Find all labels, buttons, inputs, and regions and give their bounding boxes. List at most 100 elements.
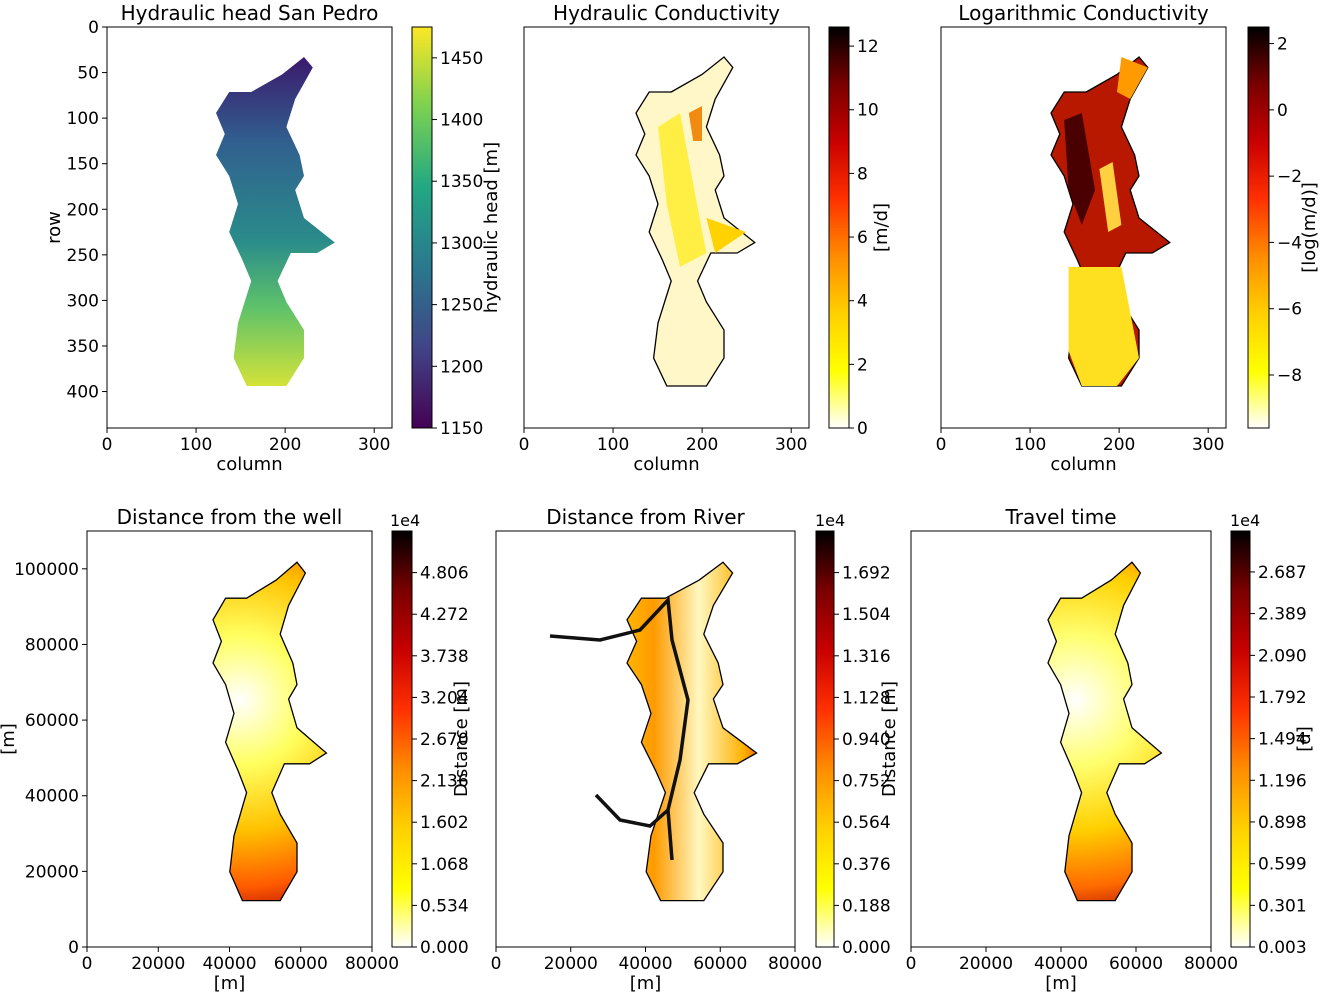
y-tick-label: 250 [67,246,99,266]
x-axis-label: column [633,454,699,475]
x-tick-label: 0 [519,435,530,455]
x-tick-label: 0 [936,435,947,455]
x-tick-label: 20000 [544,954,598,974]
x-tick-label: 100 [1014,435,1046,455]
colorbar-label: [log(m/d)] [1299,182,1320,273]
x-axis-label: [m] [214,973,246,994]
panel-6: Travel time 0 20000 40000 60000 80000 [m] 0.003… [906,505,1315,994]
colorbar-tick-label: −2 [1277,167,1302,187]
panel-5: Distance from River 0 20000 40000 60000 80000… [491,505,900,994]
aquifer-map [626,561,758,902]
aquifer-map [1047,561,1163,902]
colorbar [1230,530,1251,948]
x-axis-label: [m] [1045,973,1077,994]
colorbar-tick-label: 0.599 [1258,855,1307,875]
x-tick-label: 20000 [959,954,1013,974]
colorbar-label: Distance [m] [879,681,900,797]
colorbar-label: Distance [m] [451,681,472,797]
colorbar-tick-label: 2.090 [1258,646,1307,666]
colorbar-tick-label: 1350 [440,172,483,192]
panel-4: Distance from the well 0 20000 40000 60000 80… [0,505,472,994]
y-tick-label: 80000 [25,635,79,655]
x-tick-label: 100 [180,435,212,455]
x-tick-label: 300 [1192,435,1224,455]
colorbar-tick-label: 2 [1277,35,1288,55]
x-tick-label: 0 [491,954,502,974]
colorbar-tick-label: 2 [857,355,868,375]
x-tick-label: 0 [906,954,917,974]
x-axis-label: column [216,454,282,475]
colorbar-tick-label: 0.000 [420,938,469,958]
colorbar-tick-label: 10 [857,101,879,121]
y-tick-label: 50 [77,64,99,84]
colorbar-tick-label: 1250 [440,296,483,316]
x-tick-label: 60000 [274,954,328,974]
conductivity-zone [706,218,746,253]
y-axis-label: [m] [0,723,19,755]
x-tick-label: 80000 [768,954,822,974]
river-tributary [594,793,670,828]
colorbar [815,530,835,948]
colorbar-tick-label: 1400 [440,111,483,131]
y-tick-label: 0 [68,938,79,958]
y-tick-label: 150 [67,155,99,175]
colorbar-tick-label: 0.564 [842,813,891,833]
x-tick-label: 20000 [131,954,185,974]
colorbar-tick-label: 12 [857,37,879,57]
x-tick-label: 60000 [693,954,747,974]
aquifer-map [212,561,328,902]
colorbar-tick-label: 1.504 [842,605,891,625]
x-axis-label: column [1050,454,1116,475]
x-tick-label: 40000 [618,954,672,974]
colorbar-tick-label: 1.068 [420,855,469,875]
colorbar-tick-label: 0.301 [1258,896,1307,916]
y-tick-label: 0 [88,18,99,38]
y-tick-label: 300 [67,291,99,311]
colorbar-tick-label: 1.196 [1258,771,1307,791]
axes-frame [940,26,1227,429]
colorbar-tick-label: 2.389 [1258,605,1307,625]
colorbar-tick-label: 4.272 [420,605,469,625]
colorbar-tick-label: 1.692 [842,564,891,584]
colorbar-tick-label: 1.316 [842,647,891,667]
y-tick-label: 20000 [25,862,79,882]
colorbar-tick-label: 0 [1277,101,1288,121]
colorbar-tick-label: 1.494 [1258,730,1307,750]
colorbar-tick-label: 8 [857,164,868,184]
conductivity-zone [658,113,707,267]
colorbar [391,530,413,948]
colorbar-tick-label: 3.738 [420,647,469,667]
colorbar-label: [m/d] [871,203,892,252]
x-axis-label: [m] [630,973,662,994]
colorbar-tick-label: 0.534 [420,896,469,916]
conductivity-zone [1064,113,1095,225]
chart-title: Distance from River [546,505,745,529]
panel-1: Hydraulic head San Pedro 0 100 200 300 column… [44,1,502,475]
colorbar-tick-label: −8 [1277,366,1302,386]
y-axis-label: row [44,211,65,244]
conductivity-zone [688,106,702,141]
y-tick-label: 400 [67,383,99,403]
panel-2: Hydraulic Conductivity 0 100 200 300 column 0 2… [519,1,892,475]
chart-title: Logarithmic Conductivity [958,1,1209,25]
axes-frame [106,26,393,429]
x-tick-label: 200 [269,435,301,455]
colorbar-tick-label: 0.000 [842,938,891,958]
x-tick-label: 0 [102,435,113,455]
colorbar-tick-label: 2.136 [420,772,469,792]
colorbar-offset-text: 1e4 [1230,511,1260,530]
colorbar-tick-label: 6 [857,228,868,248]
colorbar-tick-label: 1.128 [842,688,891,708]
conductivity-zone [1099,162,1122,232]
x-tick-label: 40000 [1034,954,1088,974]
x-tick-label: 100 [597,435,629,455]
x-tick-label: 200 [686,435,718,455]
y-tick-label: 100000 [14,560,79,580]
colorbar-tick-label: 0 [857,419,868,439]
x-tick-label: 80000 [345,954,399,974]
colorbar-tick-label: −4 [1277,233,1302,253]
chart-title: Travel time [1005,505,1117,529]
colorbar-tick-label: 0.752 [842,772,891,792]
axes-frame [523,26,810,429]
